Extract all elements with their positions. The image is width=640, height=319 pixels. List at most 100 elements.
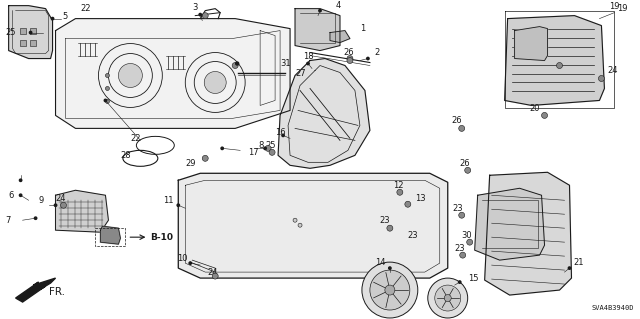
Circle shape <box>298 223 302 227</box>
Circle shape <box>118 63 142 87</box>
Circle shape <box>19 179 22 182</box>
Text: 23: 23 <box>452 204 463 213</box>
Text: 9: 9 <box>38 196 44 205</box>
Text: 24: 24 <box>56 194 66 203</box>
Text: 19: 19 <box>618 4 628 13</box>
Circle shape <box>347 57 353 63</box>
Circle shape <box>598 76 604 81</box>
Text: 25: 25 <box>6 28 16 37</box>
Circle shape <box>177 204 179 206</box>
Polygon shape <box>100 226 120 244</box>
Circle shape <box>459 125 465 131</box>
Polygon shape <box>56 19 290 128</box>
Polygon shape <box>330 31 350 42</box>
Polygon shape <box>515 26 548 61</box>
Text: 19: 19 <box>609 2 620 11</box>
Polygon shape <box>8 6 52 58</box>
Circle shape <box>557 63 563 69</box>
Text: 21: 21 <box>573 258 584 267</box>
Circle shape <box>106 86 109 91</box>
Text: 8: 8 <box>258 141 264 150</box>
Circle shape <box>367 57 369 60</box>
Polygon shape <box>504 16 604 106</box>
Text: 2: 2 <box>375 48 380 57</box>
Text: 4: 4 <box>336 1 341 10</box>
Circle shape <box>232 63 238 69</box>
Polygon shape <box>475 188 545 260</box>
Text: 26: 26 <box>343 48 353 57</box>
Text: 22: 22 <box>81 4 91 13</box>
Polygon shape <box>56 190 108 232</box>
Text: 10: 10 <box>177 254 188 263</box>
Circle shape <box>467 239 473 245</box>
Circle shape <box>459 212 465 218</box>
Text: 25: 25 <box>265 141 276 150</box>
Circle shape <box>61 202 67 208</box>
Circle shape <box>387 225 393 231</box>
Text: 5: 5 <box>63 12 68 21</box>
Polygon shape <box>278 58 370 168</box>
Circle shape <box>106 100 109 103</box>
Polygon shape <box>15 278 56 302</box>
Circle shape <box>347 56 353 62</box>
Circle shape <box>293 218 297 222</box>
Text: 3: 3 <box>193 3 198 12</box>
Circle shape <box>397 189 403 195</box>
Text: 7: 7 <box>6 216 11 225</box>
Circle shape <box>202 155 208 161</box>
Circle shape <box>265 145 271 151</box>
Text: 26: 26 <box>460 159 470 168</box>
Text: 14: 14 <box>374 258 385 267</box>
Circle shape <box>319 10 321 12</box>
Text: 28: 28 <box>120 151 131 160</box>
Circle shape <box>435 285 461 311</box>
Circle shape <box>269 149 275 155</box>
Bar <box>20 28 26 33</box>
Text: FR.: FR. <box>49 287 65 297</box>
Circle shape <box>19 194 22 197</box>
Text: 27: 27 <box>295 69 306 78</box>
Bar <box>29 40 36 46</box>
Text: 11: 11 <box>163 196 174 205</box>
Text: 18: 18 <box>303 52 314 61</box>
Text: 6: 6 <box>8 191 14 200</box>
Text: B-10: B-10 <box>150 233 173 242</box>
Circle shape <box>282 134 284 137</box>
Circle shape <box>405 201 411 207</box>
Circle shape <box>444 294 451 301</box>
Circle shape <box>458 281 461 283</box>
Polygon shape <box>179 173 448 278</box>
Text: 24: 24 <box>207 268 218 277</box>
Text: 29: 29 <box>185 159 196 168</box>
Circle shape <box>428 278 468 318</box>
Text: 17: 17 <box>248 148 259 157</box>
Bar <box>20 40 26 46</box>
Circle shape <box>35 217 36 219</box>
Circle shape <box>370 270 410 310</box>
Circle shape <box>189 262 191 264</box>
Text: SVA4B3940D: SVA4B3940D <box>592 305 634 311</box>
Polygon shape <box>295 9 340 50</box>
Text: 1: 1 <box>360 24 365 33</box>
Circle shape <box>264 147 266 150</box>
Text: 22: 22 <box>131 134 141 143</box>
Circle shape <box>104 99 107 102</box>
Polygon shape <box>484 172 572 295</box>
Circle shape <box>202 13 208 19</box>
Circle shape <box>385 285 395 295</box>
Circle shape <box>460 252 466 258</box>
Text: 24: 24 <box>607 66 618 75</box>
Text: 15: 15 <box>468 274 478 283</box>
Bar <box>95 228 125 246</box>
Text: 12: 12 <box>393 181 403 190</box>
Circle shape <box>465 167 470 173</box>
Text: 13: 13 <box>415 194 426 203</box>
Text: 26: 26 <box>452 116 462 125</box>
Circle shape <box>568 267 571 269</box>
Circle shape <box>199 13 202 16</box>
Circle shape <box>388 267 391 269</box>
Circle shape <box>541 112 548 118</box>
Text: 16: 16 <box>275 128 285 137</box>
Circle shape <box>212 273 218 279</box>
Circle shape <box>51 18 54 20</box>
